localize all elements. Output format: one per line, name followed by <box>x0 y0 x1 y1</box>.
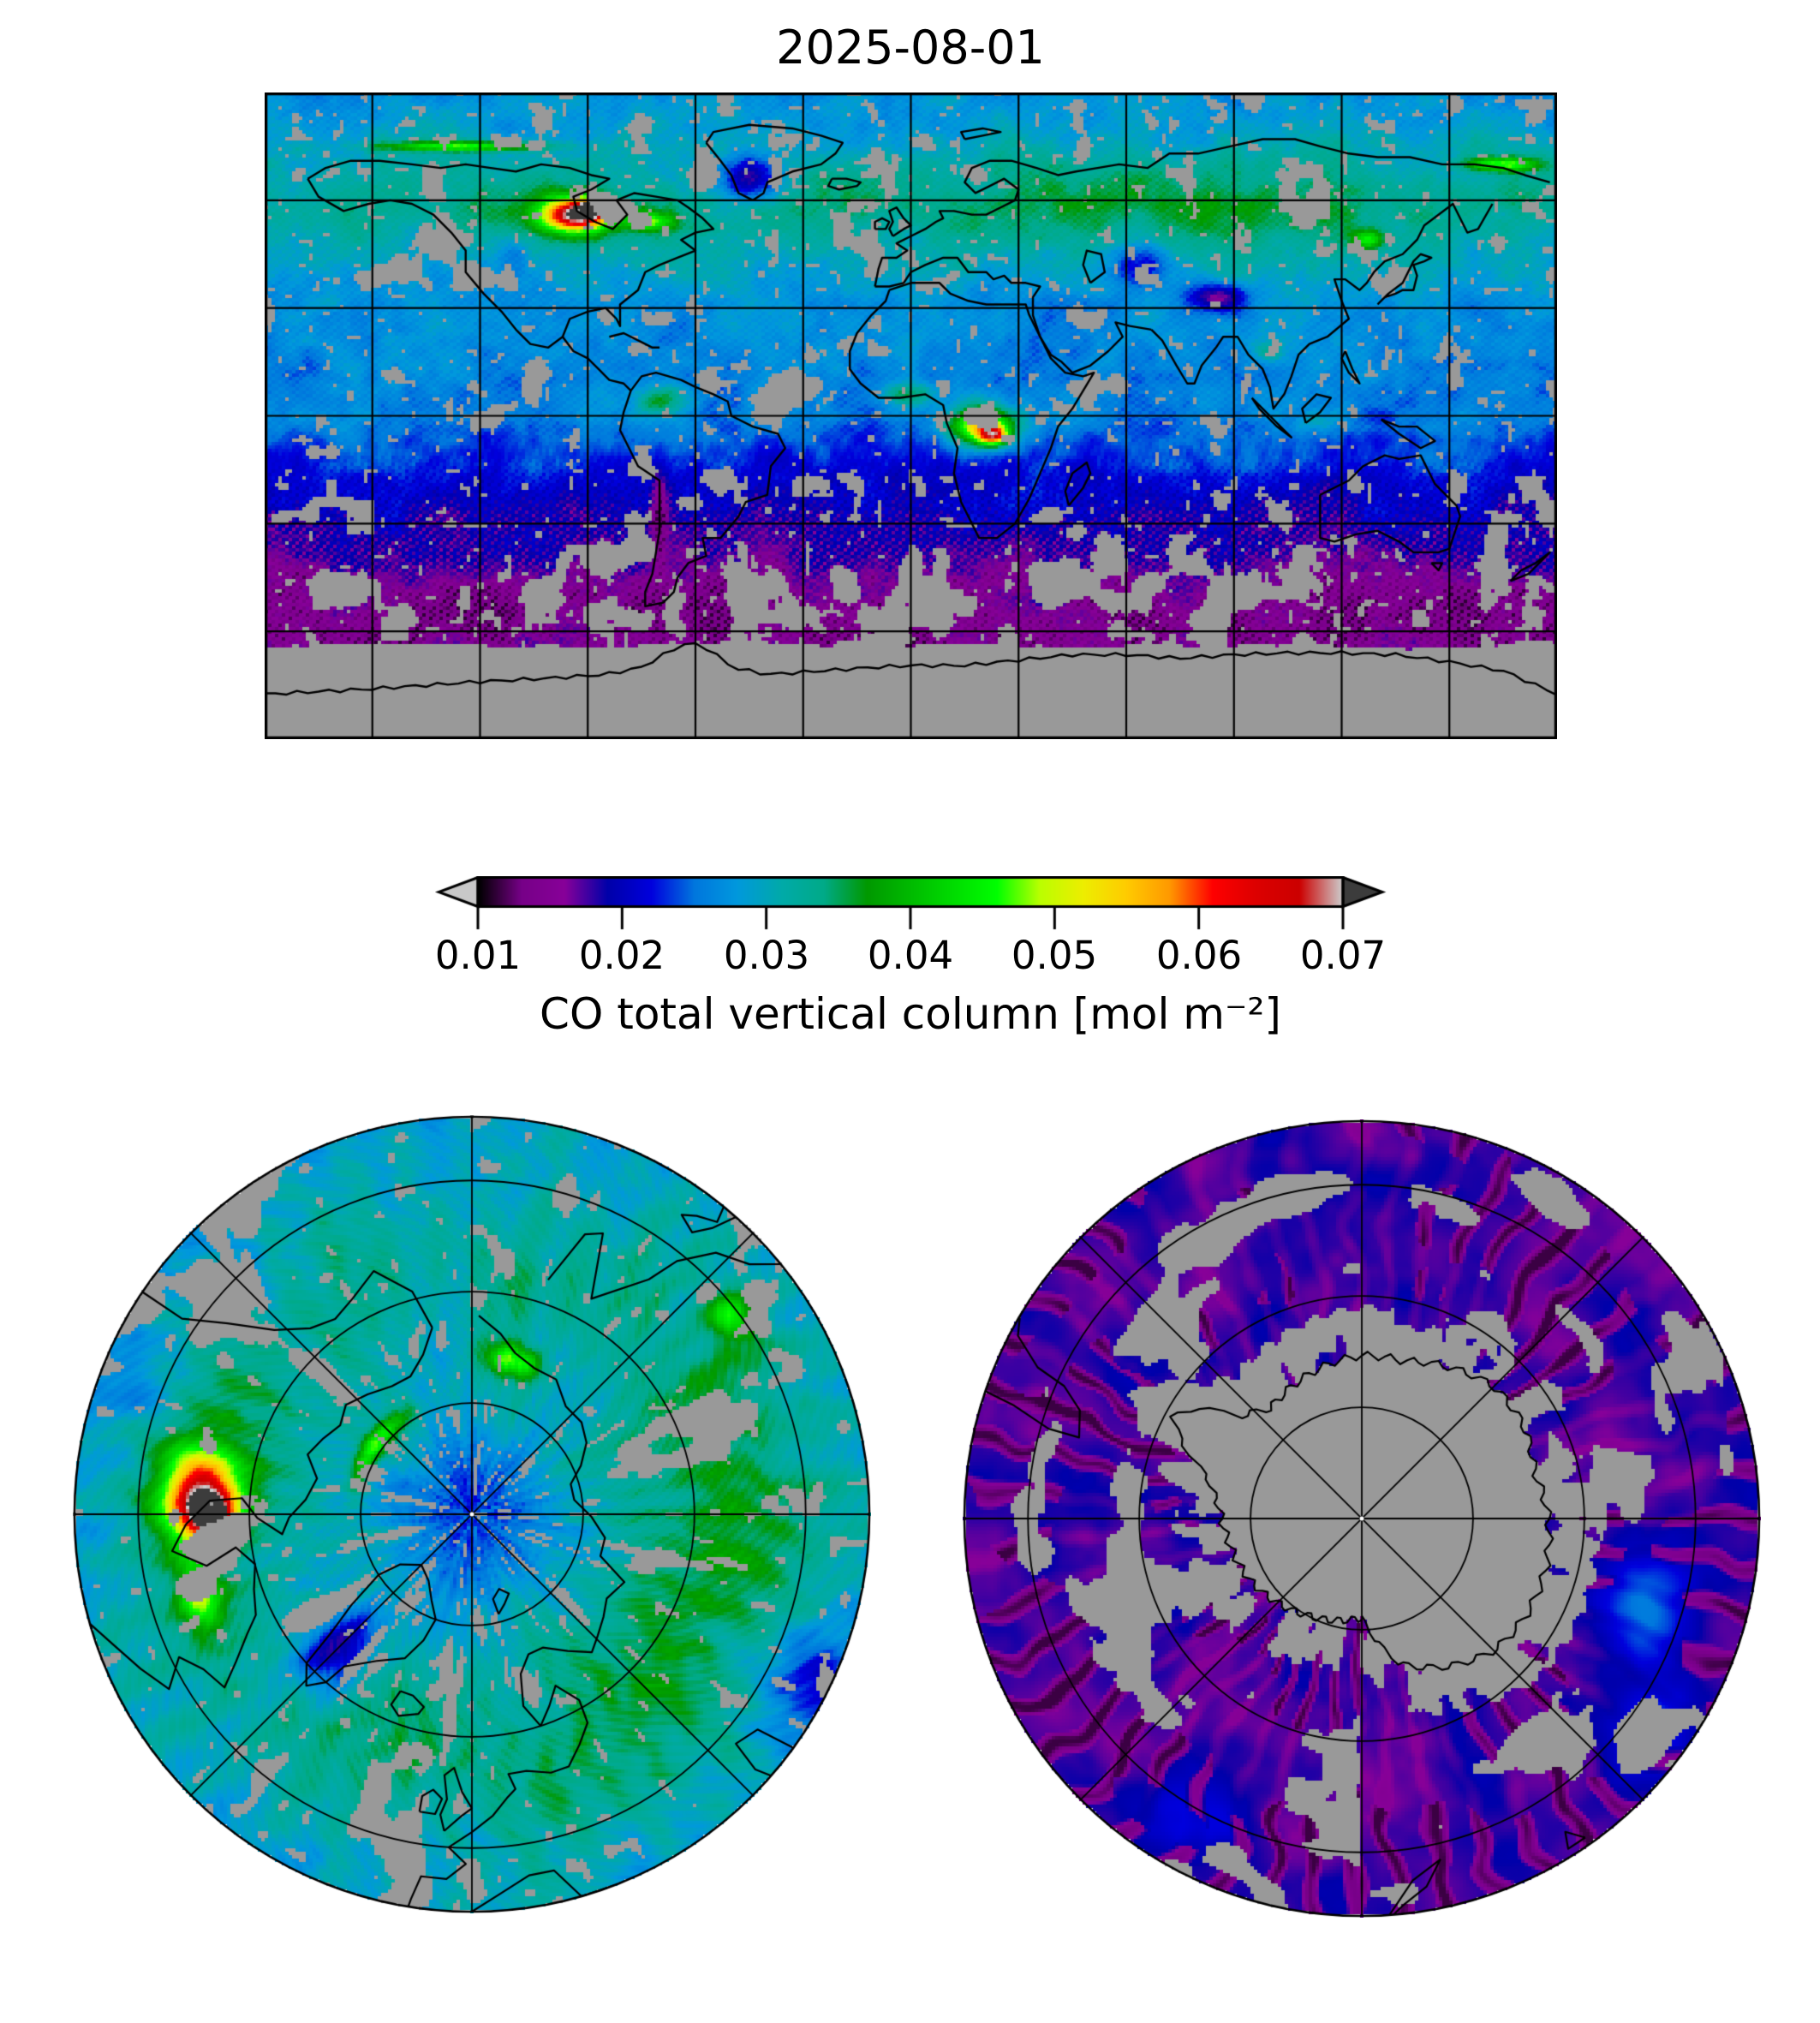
south-polar-panel <box>963 1119 1761 1918</box>
colorbar-tick-label: 0.05 <box>1011 933 1098 978</box>
global-map-panel <box>265 92 1557 739</box>
colorbar-tick-label: 0.06 <box>1155 933 1243 978</box>
colorbar-tick-label: 0.02 <box>578 933 665 978</box>
south-polar-map-canvas <box>963 1119 1761 1918</box>
colorbar-tick-labels: 0.01 0.02 0.03 0.04 0.05 0.06 0.07 <box>435 936 1387 979</box>
colorbar-canvas <box>435 876 1387 936</box>
figure-title: 2025-08-01 <box>776 21 1045 75</box>
colorbar-tick-label: 0.07 <box>1299 933 1387 978</box>
colorbar-axis-label: CO total vertical column [mol m⁻²] <box>540 989 1281 1039</box>
north-polar-map-canvas <box>73 1115 871 1913</box>
colorbar-tick-label: 0.03 <box>723 933 810 978</box>
colorbar-panel: 0.01 0.02 0.03 0.04 0.05 0.06 0.07 CO to… <box>435 876 1387 1065</box>
colorbar-tick-label: 0.01 <box>434 933 522 978</box>
global-map-canvas <box>265 92 1557 739</box>
colorbar-tick-label: 0.04 <box>867 933 954 978</box>
north-polar-panel <box>73 1115 871 1913</box>
